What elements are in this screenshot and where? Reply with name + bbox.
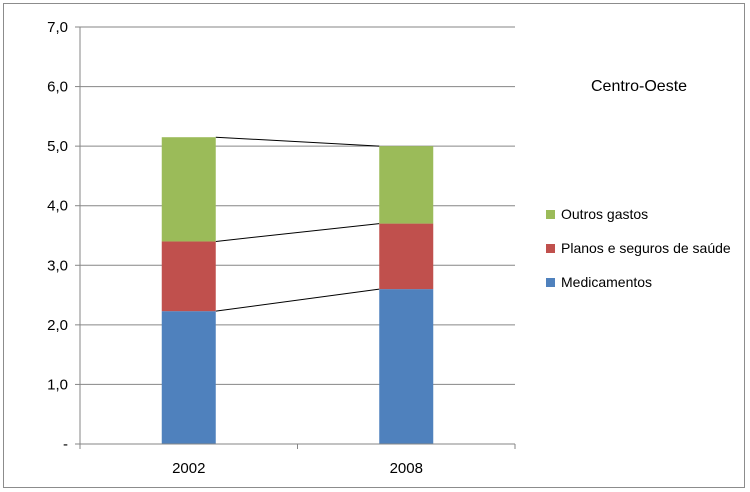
series-line-outros-gastos bbox=[215, 136, 380, 147]
bar-medicamentos-2008 bbox=[379, 289, 434, 444]
bar-medicamentos-2002 bbox=[161, 311, 216, 444]
y-tick-label: 2,0 bbox=[47, 317, 68, 334]
legend-swatch-planos-e-seguros-de-sa-de bbox=[546, 244, 555, 253]
legend-label: Planos e seguros de saúde bbox=[561, 240, 731, 256]
legend-swatch-medicamentos bbox=[546, 278, 555, 287]
legend-label: Outros gastos bbox=[561, 206, 648, 222]
bar-planos-e-seguros-de-sa-de-2008 bbox=[379, 223, 434, 290]
legend: Outros gastos Planos e seguros de saúde Me… bbox=[546, 206, 731, 290]
gridlines bbox=[80, 26, 515, 385]
legend-label: Medicamentos bbox=[561, 274, 652, 290]
series-line-planos-e-seguros-de-sa-de bbox=[215, 223, 380, 242]
y-tick-label: 1,0 bbox=[47, 376, 68, 393]
y-tick-label: 5,0 bbox=[47, 138, 68, 155]
tick-labels: - 1,0 2,0 3,0 4,0 5,0 6,0 7,0 2002 2008 bbox=[47, 19, 423, 477]
x-tick-label-2002: 2002 bbox=[172, 460, 205, 477]
y-tick-label: 6,0 bbox=[47, 79, 68, 96]
bar-outros-gastos-2008 bbox=[379, 146, 434, 224]
bar-outros-gastos-2002 bbox=[161, 137, 216, 242]
series-connector-lines bbox=[215, 136, 380, 312]
y-tick-label: 7,0 bbox=[47, 19, 68, 36]
bar-planos-e-seguros-de-sa-de-2002 bbox=[161, 241, 216, 312]
series-line-medicamentos bbox=[215, 288, 380, 312]
y-tick-label: 4,0 bbox=[47, 198, 68, 215]
axes bbox=[75, 26, 516, 449]
y-tick-label: 3,0 bbox=[47, 257, 68, 274]
chart-frame bbox=[3, 3, 745, 488]
y-tick-label: - bbox=[63, 436, 68, 453]
chart-title: Centro-Oeste bbox=[591, 78, 687, 95]
bars bbox=[161, 137, 434, 444]
legend-swatch-outros-gastos bbox=[546, 210, 555, 219]
x-tick-label-2008: 2008 bbox=[390, 460, 423, 477]
